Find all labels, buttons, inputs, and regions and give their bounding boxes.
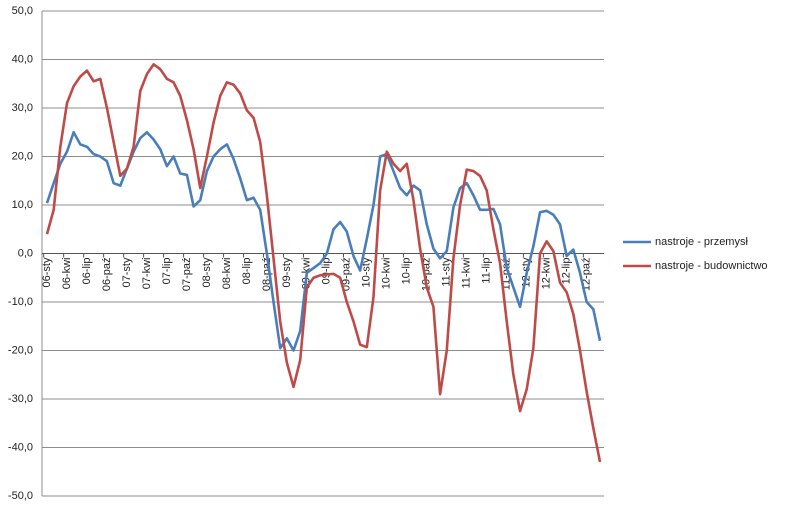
y-tick-label: 50,0 [12,5,33,17]
x-tick-label: 08-lip [241,258,253,285]
x-tick-label: 10-kwi [381,258,393,290]
x-tick-label: 09-sty [281,257,293,287]
x-tick-label: 06-kwi [61,258,73,290]
y-tick-label: 0,0 [18,247,33,259]
x-tick-label: 11-lip [481,258,493,284]
y-tick-label: -20,0 [8,344,33,356]
x-tick-label: 08-sty [201,257,213,287]
y-tick-label: -40,0 [8,441,33,453]
x-tick-label: 10-sty [361,257,373,287]
series-line [45,130,602,352]
x-tick-label: 06-paź [101,258,113,292]
x-tick-label: 07-lip [161,258,173,285]
x-tick-label: 07-sty [121,257,133,287]
y-tick-label: -10,0 [8,296,33,308]
x-tick-label: 07-kwi [141,258,153,290]
y-tick-label: 40,0 [12,53,33,65]
x-tick-label: 09-lip [321,258,333,285]
y-tick-label: -30,0 [8,393,33,405]
y-tick-label: 30,0 [12,102,33,114]
x-tick-label: 12-kwi [541,258,553,290]
legend-label: nastroje - przemysł [655,236,748,248]
x-tick-label: 07-paź [181,258,193,292]
x-tick-label: 08-kwi [221,258,233,290]
x-tick-label: 09-paź [341,258,353,292]
x-tick-label: 10-lip [401,258,413,285]
x-tick-label: 06-sty [41,257,53,287]
x-tick-label: 12-lip [561,258,573,285]
x-tick-label: 06-lip [81,258,93,285]
series-line [45,63,602,463]
y-tick-label: -50,0 [8,490,33,502]
x-tick-label: 11-paź [501,258,513,291]
y-tick-label: 10,0 [12,199,33,211]
x-tick-label: 11-sty [441,257,453,287]
y-tick-label: 20,0 [12,150,33,162]
x-tick-label: 11-kwi [461,258,473,289]
legend-label: nastroje - budownictwo [655,260,768,272]
